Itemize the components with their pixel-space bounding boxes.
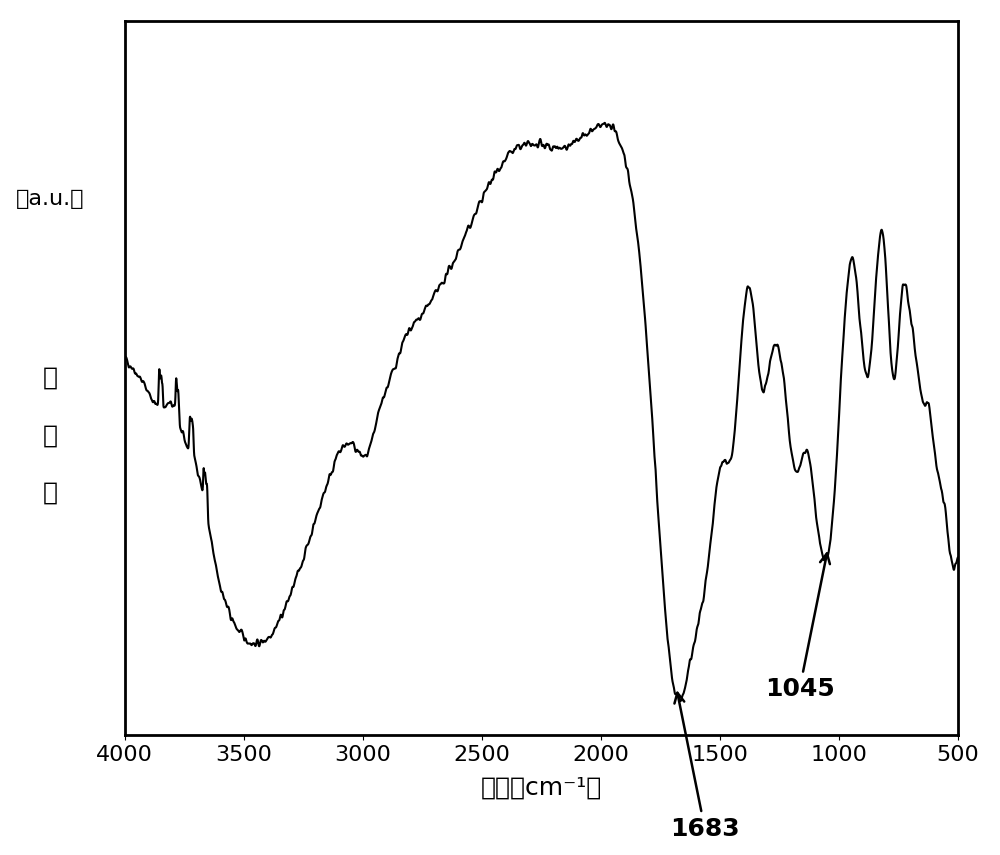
Text: 吸: 吸 xyxy=(42,366,57,390)
Text: 度: 度 xyxy=(42,481,57,504)
Text: 1683: 1683 xyxy=(670,693,740,840)
Text: 光: 光 xyxy=(42,423,57,447)
X-axis label: 波长（cm⁻¹）: 波长（cm⁻¹） xyxy=(481,776,602,800)
Text: 1045: 1045 xyxy=(765,553,834,701)
Text: （a.u.）: （a.u.） xyxy=(16,190,84,209)
